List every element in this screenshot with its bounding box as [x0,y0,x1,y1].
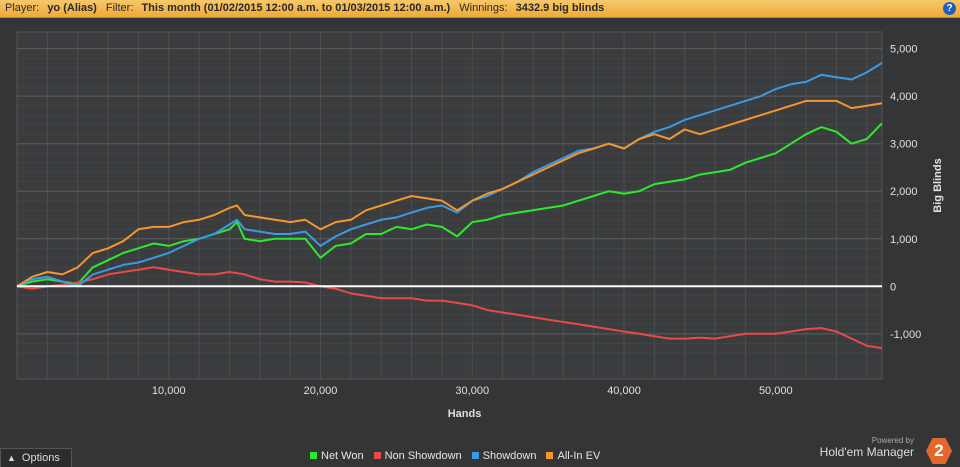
legend-swatch [373,452,381,459]
winnings-graph: -1,000 0 1,000 2,000 3,000 4,000 5,000 10,000 20… [16,31,944,420]
series-line-all-in-ev [16,99,883,288]
filter-bar: Player: yo (Alias) Filter: This month (0… [0,0,960,18]
player-label: Player: [5,2,40,14]
x-tick-label: 20,000 [304,385,338,397]
legend-swatch [471,452,479,459]
graph-footer: ▲ Options Net Won Non Showdown Showdown All-… [0,436,960,467]
y-tick-label: 5,000 [890,44,918,56]
chevron-up-icon: ▲ [7,453,16,463]
y-tick-label: 4,000 [890,91,918,103]
legend-item[interactable]: Showdown [471,450,537,462]
y-tick-label: 3,000 [890,139,918,151]
y-tick-label: 1,000 [890,234,918,246]
x-tick-label: 10,000 [152,385,186,397]
brand-name: Hold'em Manager [819,445,914,459]
y-axis-title: Big Blinds [932,158,944,212]
x-axis-title: Hands [448,408,482,420]
legend-label: Showdown [482,450,537,462]
options-label: Options [21,452,60,464]
legend-item[interactable]: Net Won [310,450,364,462]
x-tick-label: 30,000 [455,385,489,397]
legend-item[interactable]: All-In EV [546,450,600,462]
brand-block: Powered by Hold'em Manager 2 [812,436,952,466]
winnings-value: 3432.9 big blinds [515,2,605,14]
filter-label: Filter: [105,2,134,14]
y-tick-label: 2,000 [890,186,918,198]
player-value: yo (Alias) [47,2,97,14]
x-tick-label: 50,000 [759,385,793,397]
series-line-showdown [16,62,883,288]
powered-by-text: Powered by [871,436,914,445]
legend-item[interactable]: Non Showdown [373,450,462,462]
filter-value: This month (01/02/2015 12:00 a.m. to 01/… [141,2,451,14]
x-tick-label: 40,000 [607,385,641,397]
legend-swatch [310,452,317,459]
help-icon[interactable]: ? [943,2,956,15]
series-line-non-showdown [16,266,883,350]
winnings-label: Winnings: [459,2,508,14]
options-button[interactable]: ▲ Options [0,448,72,467]
legend-label: Non Showdown [384,450,462,462]
y-tick-label: -1,000 [890,329,921,341]
hem2-logo-icon: 2 [926,438,952,464]
legend-swatch [546,452,554,459]
legend-label: All-In EV [557,450,601,462]
y-tick-label: 0 [890,281,896,293]
chart-legend: Net Won Non Showdown Showdown All-In EV [310,450,610,464]
series-line-net-won [16,122,883,288]
legend-label: Net Won [321,450,364,462]
